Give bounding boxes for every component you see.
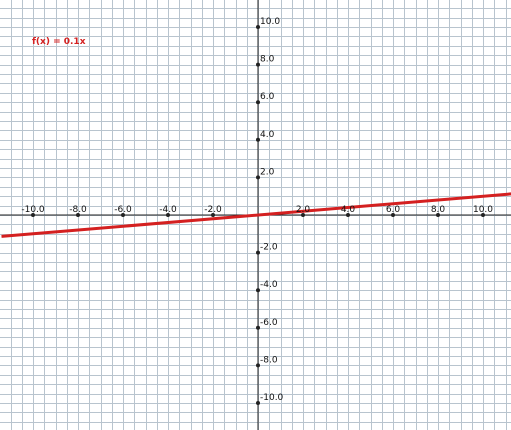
x-tick-label: -4.0 [159, 205, 177, 215]
y-tick-label: -2.0 [260, 243, 278, 253]
x-axis-tick [166, 213, 170, 217]
y-tick-label: 4.0 [260, 130, 275, 140]
x-axis-tick [346, 213, 350, 217]
tick-labels: -12.0-10.0-8.0-6.0-4.0-2.02.04.06.08.010… [21, 17, 493, 403]
y-axis-tick [256, 137, 260, 142]
y-axis-tick [256, 25, 260, 29]
function-plot [1, 192, 511, 238]
x-tick-label: 10.0 [473, 205, 493, 215]
y-axis-tick [256, 401, 260, 405]
x-axis-tick [436, 213, 440, 217]
x-axis-tick [211, 213, 215, 217]
x-tick-label: 6.0 [386, 205, 401, 215]
x-axis-tick [301, 213, 305, 217]
y-tick-label: 10.0 [260, 17, 280, 27]
x-axis-tick [481, 213, 485, 217]
x-tick-label: -6.0 [114, 205, 132, 215]
axis-ticks [31, 25, 485, 405]
x-axis-tick [76, 213, 80, 217]
y-tick-label: 6.0 [260, 92, 275, 102]
x-axis-tick [31, 213, 35, 217]
x-tick-label: 4.0 [341, 205, 356, 215]
y-tick-label: -4.0 [260, 280, 278, 290]
y-axis-tick [256, 175, 260, 180]
x-axis-tick [121, 213, 125, 217]
y-tick-label: -6.0 [260, 318, 278, 328]
x-tick-label: -8.0 [69, 205, 87, 215]
function-equation-label: f(x) = 0.1x [32, 37, 86, 47]
y-axis-tick [256, 100, 260, 105]
y-axis-tick [256, 363, 260, 368]
x-tick-label: 2.0 [296, 205, 311, 215]
x-axis-tick [391, 213, 395, 217]
y-axis-tick [256, 288, 260, 293]
y-tick-label: 2.0 [260, 167, 275, 177]
y-axis-tick [256, 325, 260, 330]
y-tick-label: -8.0 [260, 355, 278, 365]
y-tick-label: -10.0 [260, 393, 284, 403]
y-tick-label: 8.0 [260, 55, 275, 65]
x-tick-label: 8.0 [431, 205, 446, 215]
y-axis-tick [256, 62, 260, 67]
y-axis-tick [256, 250, 260, 255]
x-tick-label: -2.0 [204, 205, 222, 215]
x-tick-label: -10.0 [21, 205, 45, 215]
function-line [1, 192, 511, 238]
